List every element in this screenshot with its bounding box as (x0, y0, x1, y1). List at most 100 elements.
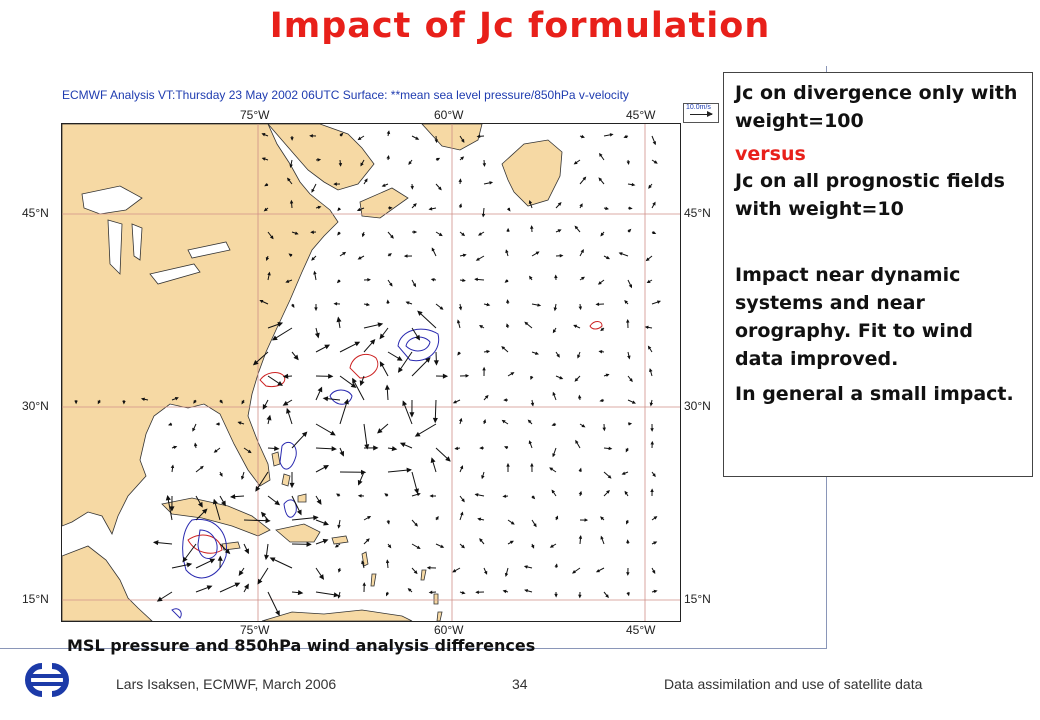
wind-arrowhead (274, 445, 280, 452)
wind-arrowhead (435, 515, 439, 520)
lat-label-right-15n: 15°N (684, 592, 711, 606)
wind-arrowhead (186, 562, 193, 568)
wind-arrowhead (311, 188, 315, 193)
wind-arrowhead (240, 475, 245, 480)
wind-arrowhead (379, 333, 385, 340)
wind-arrowhead (357, 136, 362, 141)
wind-arrowhead (624, 299, 628, 304)
wind-arrowhead (364, 178, 368, 183)
wind-arrowhead (554, 515, 559, 520)
wind-arrowhead (506, 207, 511, 212)
wind-arrowhead (554, 274, 558, 279)
wind-arrowhead (627, 228, 632, 233)
wind-arrowhead (217, 555, 223, 561)
wind-arrowhead (412, 283, 417, 288)
wind-arrowhead (277, 322, 284, 327)
wind-arrowhead (535, 251, 540, 255)
wind-arrowhead (626, 572, 630, 576)
wind-arrowhead (333, 182, 337, 186)
wind-arrowhead (458, 203, 463, 208)
wind-arrowhead (575, 439, 579, 444)
wind-arrowhead (367, 516, 372, 520)
wind-arrowhead (244, 583, 249, 590)
wind-arrowhead (549, 544, 554, 548)
wind-arrowhead (537, 303, 542, 307)
wind-arrowhead (413, 230, 418, 234)
wind-arrowhead (605, 373, 610, 377)
wind-arrowhead (384, 384, 390, 390)
wind-arrowhead (482, 418, 487, 423)
ecmwf-logo (25, 663, 69, 697)
wind-arrowhead (523, 565, 528, 569)
wind-arrowhead (318, 574, 325, 580)
wind-arrowhead (361, 560, 365, 565)
footer-topic: Data assimilation and use of satellite d… (664, 676, 923, 692)
lon-label-top-45w: 45°W (626, 108, 656, 122)
note-general: In general a small impact. (735, 383, 1014, 405)
wind-arrowhead (653, 516, 658, 520)
wind-arrowhead (652, 201, 656, 206)
wind-arrowhead (336, 279, 341, 284)
wind-arrowhead (342, 251, 347, 256)
wind-arrow (411, 357, 431, 377)
analysis-difference-map (61, 123, 681, 622)
wind-arrowhead (530, 544, 535, 549)
wind-arrowhead (311, 256, 315, 261)
wind-arrowhead (156, 596, 163, 602)
wind-arrowhead (578, 594, 582, 599)
wind-arrowhead (314, 332, 320, 339)
wind-arrowhead (605, 206, 609, 211)
wind-arrowhead (415, 136, 420, 140)
wind-arrowhead (459, 465, 464, 470)
wind-arrowhead (481, 213, 486, 218)
wind-arrowhead (461, 544, 465, 549)
wind-arrowhead (291, 303, 295, 308)
wind-arrowhead (557, 202, 562, 206)
wind-arrowhead (551, 489, 556, 494)
wind-arrowhead (413, 488, 419, 495)
wind-arrowhead (234, 582, 241, 588)
wind-arrowhead (336, 493, 341, 497)
wind-arrowhead (581, 424, 586, 428)
lat-label-left-45n: 45°N (22, 206, 49, 220)
wind-arrowhead (442, 373, 449, 379)
land-hispaniola (275, 523, 321, 543)
wind-arrowhead (182, 556, 188, 563)
wind-arrowhead (333, 592, 340, 598)
wind-arrowhead (323, 465, 329, 470)
wind-arrowhead (559, 375, 564, 380)
figure-caption: MSL pressure and 850hPa wind analysis di… (67, 636, 536, 655)
wind-arrowhead (505, 323, 510, 328)
wind-arrowhead (257, 578, 263, 585)
wind-arrowhead (328, 373, 334, 379)
wind-arrowhead (461, 498, 465, 503)
wind-arrowhead (476, 134, 481, 139)
wind-arrowhead (356, 207, 361, 212)
wind-arrowhead (399, 442, 406, 448)
wind-arrowhead (607, 474, 612, 479)
wind-arrowhead (366, 302, 371, 307)
wind-arrowhead (653, 541, 658, 545)
wind-arrowhead (524, 589, 529, 593)
wind-arrowhead (277, 380, 283, 386)
wind-arrowhead (629, 378, 633, 383)
map-header: ECMWF Analysis VT:Thursday 23 May 2002 0… (62, 88, 629, 102)
wind-arrowhead (628, 422, 633, 426)
wind-arrowhead (527, 419, 532, 424)
wind-arrowhead (605, 255, 611, 260)
wind-arrowhead (379, 361, 385, 367)
wind-arrowhead (215, 422, 220, 426)
wind-arrowhead (574, 225, 579, 230)
wind-arrowhead (479, 446, 484, 450)
wind-arrowhead (209, 558, 216, 564)
wind-arrowhead (650, 440, 654, 445)
wind-arrowhead (462, 253, 467, 258)
wind-arrowhead (475, 590, 479, 594)
wind-arrowhead (170, 464, 175, 469)
wind-arrowhead (357, 256, 362, 260)
wind-arrowhead (381, 183, 386, 187)
wind-difference-arrows (74, 130, 662, 617)
wind-arrowhead (552, 453, 556, 458)
wind-arrowhead (309, 134, 313, 138)
wind-arrowhead (384, 493, 389, 497)
